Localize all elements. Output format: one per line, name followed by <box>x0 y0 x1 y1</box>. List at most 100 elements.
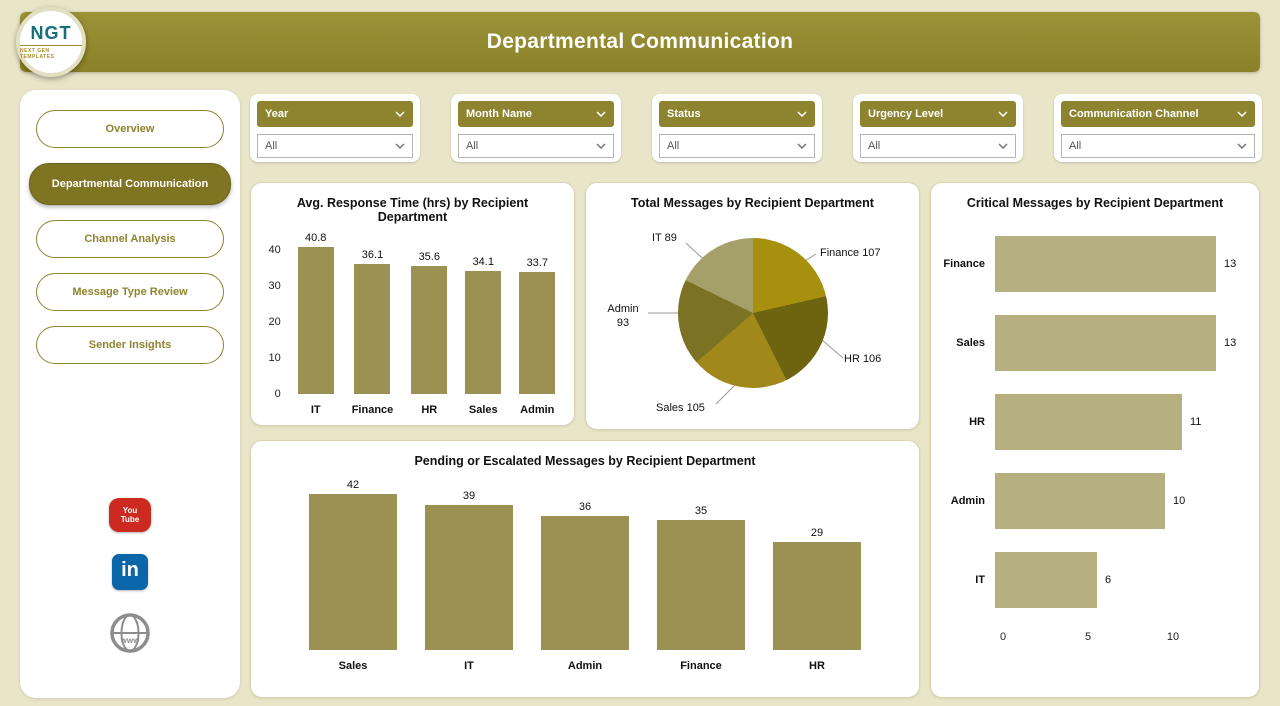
bar-row: Admin 10 <box>939 473 1249 529</box>
chevron-down-icon <box>998 143 1008 149</box>
globe-icon[interactable]: www <box>109 612 151 654</box>
x-tick-label: 0 <box>999 631 1007 643</box>
bar-category-label: HR <box>809 660 825 672</box>
bar-group: 35 Finance <box>643 472 759 672</box>
bar-sales[interactable] <box>995 315 1216 371</box>
bar-value-label: 36 <box>578 501 592 514</box>
bar-it[interactable] <box>995 552 1097 608</box>
sidebar-item-departmental-communication[interactable]: Departmental Communication <box>29 163 231 205</box>
filter-dropdown-communication-channel[interactable]: All <box>1061 134 1255 158</box>
youtube-icon[interactable]: You Tube <box>109 498 151 532</box>
filter-label: Status <box>667 108 701 120</box>
chevron-down-icon <box>1237 111 1247 117</box>
bar-it[interactable] <box>425 504 513 650</box>
bar-finance[interactable] <box>995 236 1216 292</box>
pie-label-it: IT 89 <box>652 232 677 244</box>
pie-label-hr: HR 106 <box>844 353 882 365</box>
pie-label-finance: Finance 107 <box>820 247 881 259</box>
bar-value-label: 40.8 <box>304 231 327 244</box>
y-tick-label: 10 <box>268 351 281 364</box>
filter-status: Status All <box>652 94 822 162</box>
filter-dropdown-year[interactable]: All <box>257 134 413 158</box>
bar-hr[interactable] <box>411 265 448 394</box>
bar-category-label: IT <box>310 404 321 416</box>
bar-category-label: Sales <box>956 337 985 349</box>
filter-header-urgency-level[interactable]: Urgency Level <box>860 101 1016 127</box>
bar-group: 33.7 Admin <box>510 228 564 416</box>
filter-dropdown-month-name[interactable]: All <box>458 134 614 158</box>
bar-value-label: 36.1 <box>361 248 384 261</box>
bar-sales[interactable] <box>465 270 502 394</box>
sidebar-item-channel-analysis[interactable]: Channel Analysis <box>36 220 224 258</box>
filter-urgency-level: Urgency Level All <box>853 94 1023 162</box>
bar-category-label: Finance <box>943 258 985 270</box>
chevron-down-icon <box>998 111 1008 117</box>
filter-header-month-name[interactable]: Month Name <box>458 101 614 127</box>
pie-chart-total-messages: Finance 107 HR 106 Sales 105 Admin 93 IT… <box>586 212 919 424</box>
filter-selected-value: All <box>1069 140 1082 152</box>
chart-title: Pending or Escalated Messages by Recipie… <box>414 454 756 468</box>
bar-value-label: 29 <box>810 527 824 540</box>
bar-value-label: 35.6 <box>418 250 440 263</box>
bar-hr[interactable] <box>995 394 1182 450</box>
filter-header-status[interactable]: Status <box>659 101 815 127</box>
bar-row: Sales 13 <box>939 315 1249 371</box>
filter-label: Year <box>265 108 289 120</box>
bar-sales[interactable] <box>309 493 397 650</box>
bar-finance[interactable] <box>354 263 391 394</box>
chart-title: Total Messages by Recipient Department <box>631 196 874 210</box>
bar-chart-avg-response: 0 10 20 30 40 40.8 IT 36.1 Finance 35.6 HR 34.1 Sale… <box>251 228 574 416</box>
bar-category-label: Sales <box>468 404 498 416</box>
chart-panel-critical-messages: Critical Messages by Recipient Departmen… <box>930 182 1260 698</box>
bar-value-label: 33.7 <box>526 257 548 270</box>
logo-subtext: NEXT GEN TEMPLATES <box>20 45 82 60</box>
sidebar-item-message-type-review[interactable]: Message Type Review <box>36 273 224 311</box>
bar-group: 34.1 Sales <box>456 228 510 416</box>
chart-panel-total-messages: Total Messages by Recipient Department F… <box>585 182 920 430</box>
y-axis: 0 10 20 30 40 <box>261 244 289 400</box>
bar-category-label: HR <box>969 416 985 428</box>
ngt-logo: NGT NEXT GEN TEMPLATES <box>16 7 86 77</box>
sidebar-nav: Overview Departmental Communication Channe… <box>20 90 240 364</box>
bar-finance[interactable] <box>657 519 745 650</box>
bar-it[interactable] <box>297 246 334 394</box>
bar-group: 42 Sales <box>295 472 411 672</box>
bar-row: IT 6 <box>939 552 1249 608</box>
bar-group: 29 HR <box>759 472 875 672</box>
sidebar-item-overview[interactable]: Overview <box>36 110 224 148</box>
bar-admin[interactable] <box>541 516 629 650</box>
bar-category-label: IT <box>464 660 474 672</box>
youtube-label: You Tube <box>120 505 140 524</box>
filter-communication-channel: Communication Channel All <box>1054 94 1262 162</box>
filter-selected-value: All <box>868 140 881 152</box>
chevron-down-icon <box>797 143 807 149</box>
bar-category-label: Finance <box>351 404 394 416</box>
chevron-down-icon <box>596 111 606 117</box>
filter-header-year[interactable]: Year <box>257 101 413 127</box>
filter-bar: Year All Month Name All Status All Urgency Lev… <box>250 94 1262 162</box>
bar-admin[interactable] <box>995 473 1165 529</box>
sidebar: Overview Departmental Communication Channe… <box>20 90 240 698</box>
filter-dropdown-urgency-level[interactable]: All <box>860 134 1016 158</box>
pie[interactable] <box>678 238 828 388</box>
bar-value-label: 34.1 <box>472 255 494 268</box>
bar-group: 36 Admin <box>527 472 643 672</box>
bar-group: 36.1 Finance <box>343 228 403 416</box>
header-bar: Departmental Communication <box>20 12 1260 72</box>
chart-panel-avg-response-time: Avg. Response Time (hrs) by Recipient De… <box>250 182 575 426</box>
bar-admin[interactable] <box>519 272 556 394</box>
linkedin-label: in <box>121 559 139 581</box>
bar-value-label: 39 <box>462 489 476 502</box>
filter-header-communication-channel[interactable]: Communication Channel <box>1061 101 1255 127</box>
logo-text: NGT <box>30 23 72 43</box>
chart-title: Critical Messages by Recipient Departmen… <box>966 196 1224 210</box>
chevron-down-icon <box>1237 143 1247 149</box>
bar-hr[interactable] <box>773 542 861 650</box>
bar-group: 40.8 IT <box>289 228 343 416</box>
bar-value-label: 13 <box>1224 337 1237 349</box>
filter-dropdown-status[interactable]: All <box>659 134 815 158</box>
bar-category-label: HR <box>421 404 438 416</box>
linkedin-icon[interactable]: in <box>112 554 148 590</box>
sidebar-item-sender-insights[interactable]: Sender Insights <box>36 326 224 364</box>
bar-value-label: 42 <box>346 478 360 491</box>
